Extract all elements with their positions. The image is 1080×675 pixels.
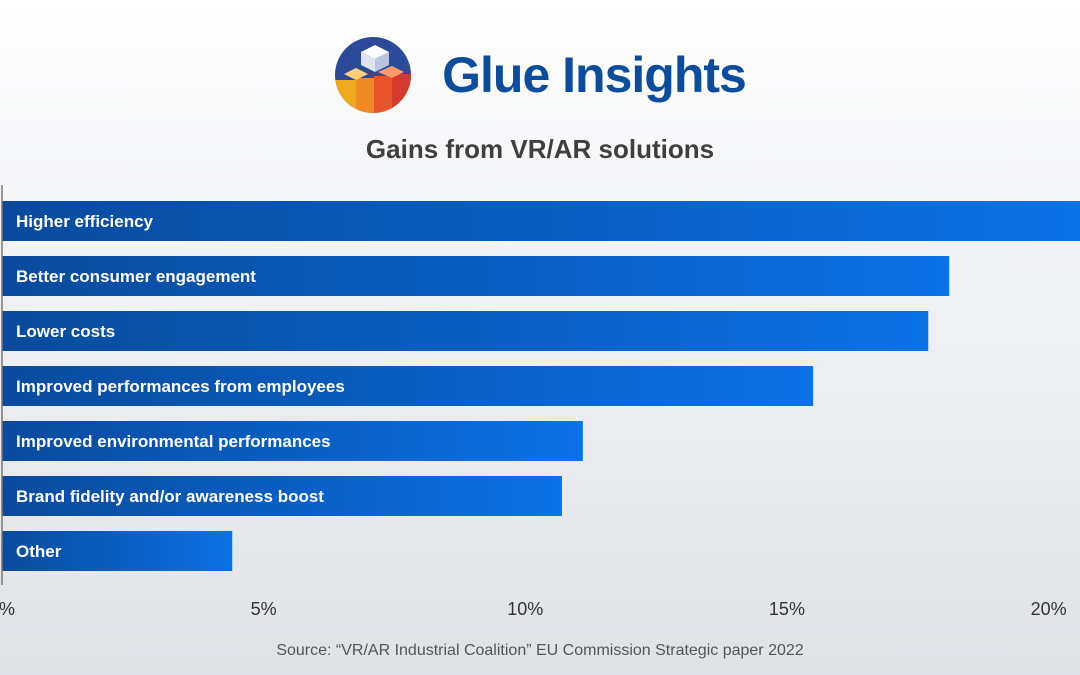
header: Glue Insights [0,30,1080,120]
x-tick-label: 5% [251,599,277,619]
x-tick-label: 0% [0,599,15,619]
bar-chart: Higher efficiency Better consumer engagem… [0,185,1080,619]
bar-label: Higher efficiency [16,212,154,231]
stacked-cubes-logo-icon [335,37,412,113]
bar [2,476,562,516]
x-tick-label: 10% [507,599,543,619]
bar-label: Lower costs [16,322,115,341]
bar-label: Better consumer engagement [16,267,256,286]
bar-label: Other [16,542,62,561]
bar [2,201,1080,241]
bar-label: Brand fidelity and/or awareness boost [16,487,324,506]
bar [2,531,233,571]
bar [2,256,950,296]
bar [2,421,583,461]
brand-name: Glue Insights [442,47,747,103]
bar-label: Improved environmental performances [16,432,331,451]
bar [2,311,929,351]
x-tick-label: 15% [769,599,805,619]
source-note: Source: “VR/AR Industrial Coalition” EU … [276,642,804,659]
bar-label: Improved performances from employees [16,377,345,396]
chart-title: Gains from VR/AR solutions [365,134,715,164]
bar [2,366,814,406]
x-tick-label: 20% [1031,599,1067,619]
